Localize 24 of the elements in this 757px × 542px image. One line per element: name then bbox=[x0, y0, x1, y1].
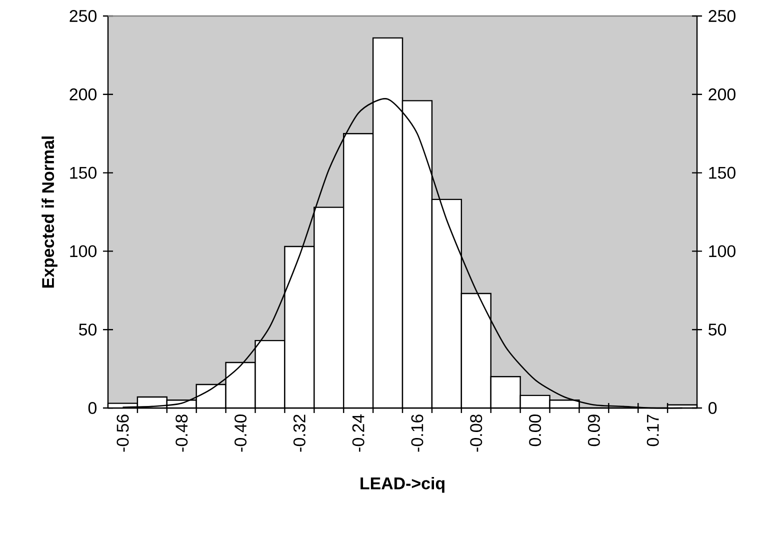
x-tick-label: 0.17 bbox=[646, 414, 659, 446]
y-tick-label: 200 bbox=[70, 88, 96, 100]
x-tick-label: -0.32 bbox=[293, 414, 306, 452]
y2-tick-label: 100 bbox=[709, 245, 736, 258]
y-tick-label: 0 bbox=[88, 402, 97, 414]
y2-tick-label: 50 bbox=[708, 324, 726, 336]
y-tick-label: 150 bbox=[70, 166, 96, 179]
y2-tick-label: 150 bbox=[709, 166, 736, 179]
y-tick-label: 100 bbox=[70, 245, 96, 258]
y-axis-title: Expected if Normal bbox=[42, 136, 58, 288]
y-tick-label: 50 bbox=[78, 324, 96, 336]
x-tick-label: -0.40 bbox=[234, 414, 247, 452]
x-axis-title: LEAD->ciq bbox=[360, 476, 444, 493]
x-tick-label: -0.56 bbox=[116, 414, 129, 452]
y2-tick-label: 250 bbox=[708, 10, 736, 22]
x-tick-label: -0.24 bbox=[352, 414, 364, 452]
x-tick-label: -0.48 bbox=[176, 414, 188, 452]
y2-tick-label: 200 bbox=[708, 88, 736, 100]
y-tick-label: 250 bbox=[70, 10, 96, 22]
y2-tick-label: 0 bbox=[708, 402, 717, 414]
x-tick-label: -0.16 bbox=[411, 414, 424, 452]
x-tick-label: 0.00 bbox=[529, 414, 542, 446]
x-tick-label: 0.09 bbox=[588, 414, 600, 446]
x-tick-label: -0.08 bbox=[470, 414, 482, 452]
